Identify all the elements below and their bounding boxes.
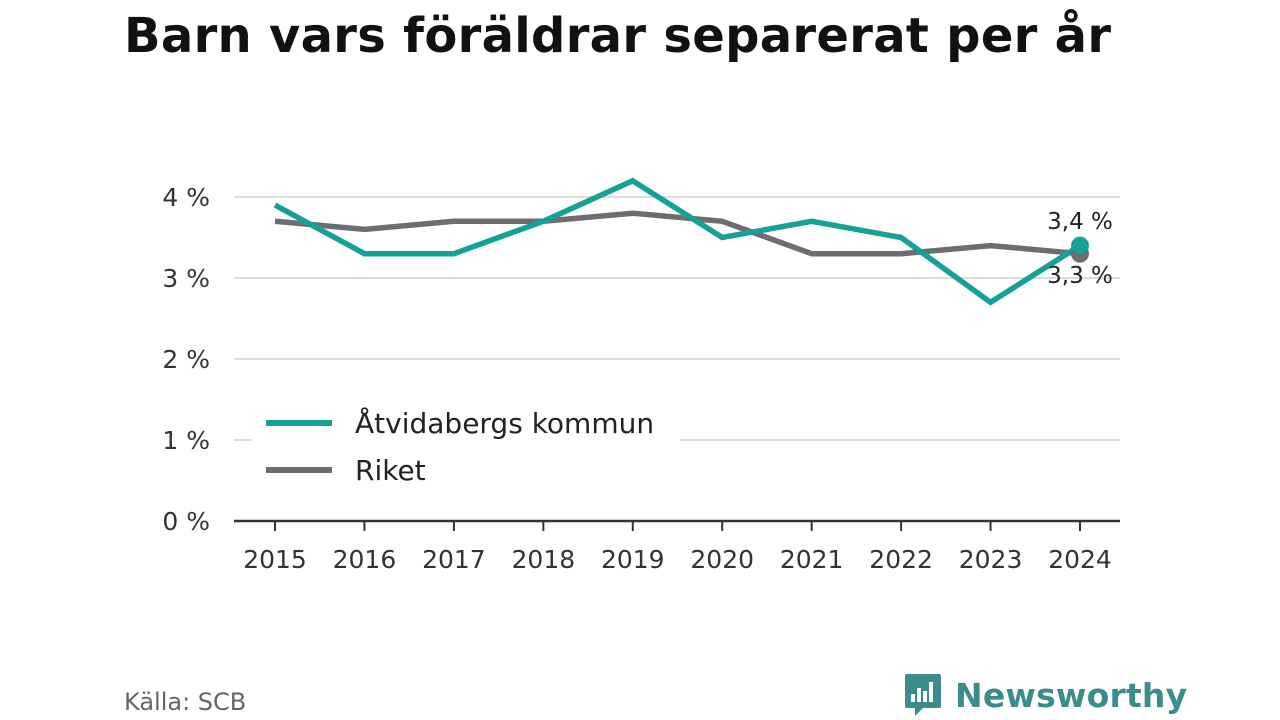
end-value-label: 3,3 % bbox=[1047, 263, 1113, 289]
series-line bbox=[274, 210, 1081, 257]
x-tick-label: 2021 bbox=[780, 545, 844, 574]
end-value-label: 3,4 % bbox=[1047, 209, 1113, 235]
chart-title: Barn vars föräldrar separerat per år bbox=[124, 8, 1112, 64]
legend: Åtvidabergs kommun Riket bbox=[252, 398, 680, 494]
x-axis: 2015 2016 2017 2018 2019 2020 2021 2022 2023 2024 bbox=[234, 519, 1120, 574]
y-tick-label: 2 % bbox=[162, 345, 210, 374]
x-tick-label: 2022 bbox=[869, 545, 933, 574]
x-tick-label: 2015 bbox=[243, 545, 307, 574]
y-axis: 0 % 1 % 2 % 3 % 4 % bbox=[162, 183, 210, 536]
end-labels: 3,4 % 3,3 % bbox=[1047, 209, 1113, 289]
x-tick-label: 2017 bbox=[422, 545, 486, 574]
series-line bbox=[273, 177, 1082, 306]
x-tick-label: 2020 bbox=[690, 545, 754, 574]
legend-label: Riket bbox=[355, 454, 426, 487]
newsworthy-logo-icon bbox=[905, 674, 941, 716]
y-tick-label: 4 % bbox=[162, 183, 210, 212]
x-tick-label: 2018 bbox=[512, 545, 576, 574]
x-tick-label: 2024 bbox=[1048, 545, 1112, 574]
legend-background bbox=[252, 398, 680, 494]
legend-label: Åtvidabergs kommun bbox=[355, 406, 654, 440]
brand-logo[interactable]: Newsworthy bbox=[903, 672, 1187, 718]
brand-name: Newsworthy bbox=[955, 675, 1188, 715]
series-lines bbox=[273, 177, 1089, 306]
y-tick-label: 3 % bbox=[162, 264, 210, 293]
x-tick-label: 2019 bbox=[601, 545, 665, 574]
source-note: Källa: SCB bbox=[124, 688, 247, 716]
end-point-marker bbox=[1071, 236, 1089, 255]
y-tick-label: 0 % bbox=[162, 507, 210, 536]
y-tick-label: 1 % bbox=[162, 426, 210, 455]
x-tick-label: 2023 bbox=[959, 545, 1023, 574]
x-tick-label: 2016 bbox=[333, 545, 397, 574]
